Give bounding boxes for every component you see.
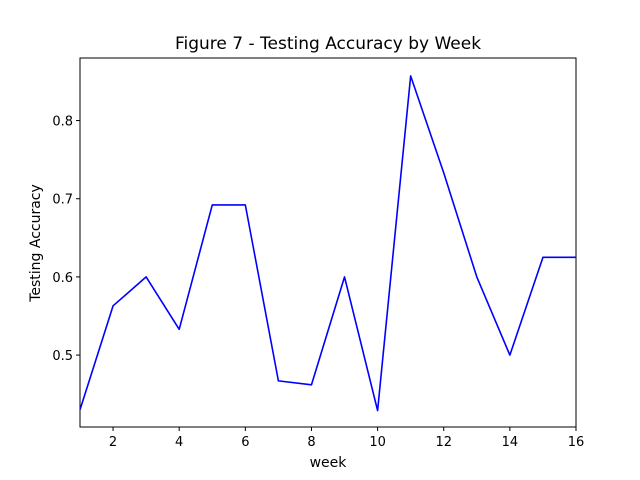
x-tick-label: 2 xyxy=(109,435,117,450)
y-tick-label: 0.6 xyxy=(52,271,73,286)
series-line xyxy=(79,75,576,412)
y-tick-label: 0.7 xyxy=(52,193,73,208)
y-tick-label: 0.5 xyxy=(52,349,73,364)
y-axis-label: Testing Accuracy xyxy=(28,184,44,303)
x-tick-label: 6 xyxy=(241,435,249,450)
x-tick-label: 8 xyxy=(307,435,315,450)
x-tick-label: 12 xyxy=(435,435,452,450)
x-tick-label: 4 xyxy=(175,435,183,450)
x-tick-label: 16 xyxy=(568,435,585,450)
y-tick-label: 0.8 xyxy=(52,115,73,130)
plot-frame xyxy=(79,57,577,428)
x-tick-label: 14 xyxy=(502,435,519,450)
plot-area: 2 4 6 8 10 12 14 16 0.5 0.6 0.7 0.8 xyxy=(52,57,584,450)
series-group xyxy=(79,75,576,412)
chart-title: Figure 7 - Testing Accuracy by Week xyxy=(175,34,481,54)
x-axis-label: week xyxy=(310,455,348,471)
x-axis-ticks: 2 4 6 8 10 12 14 16 xyxy=(109,427,584,450)
x-tick-label: 10 xyxy=(369,435,386,450)
y-axis-ticks: 0.5 0.6 0.7 0.8 xyxy=(52,115,80,364)
